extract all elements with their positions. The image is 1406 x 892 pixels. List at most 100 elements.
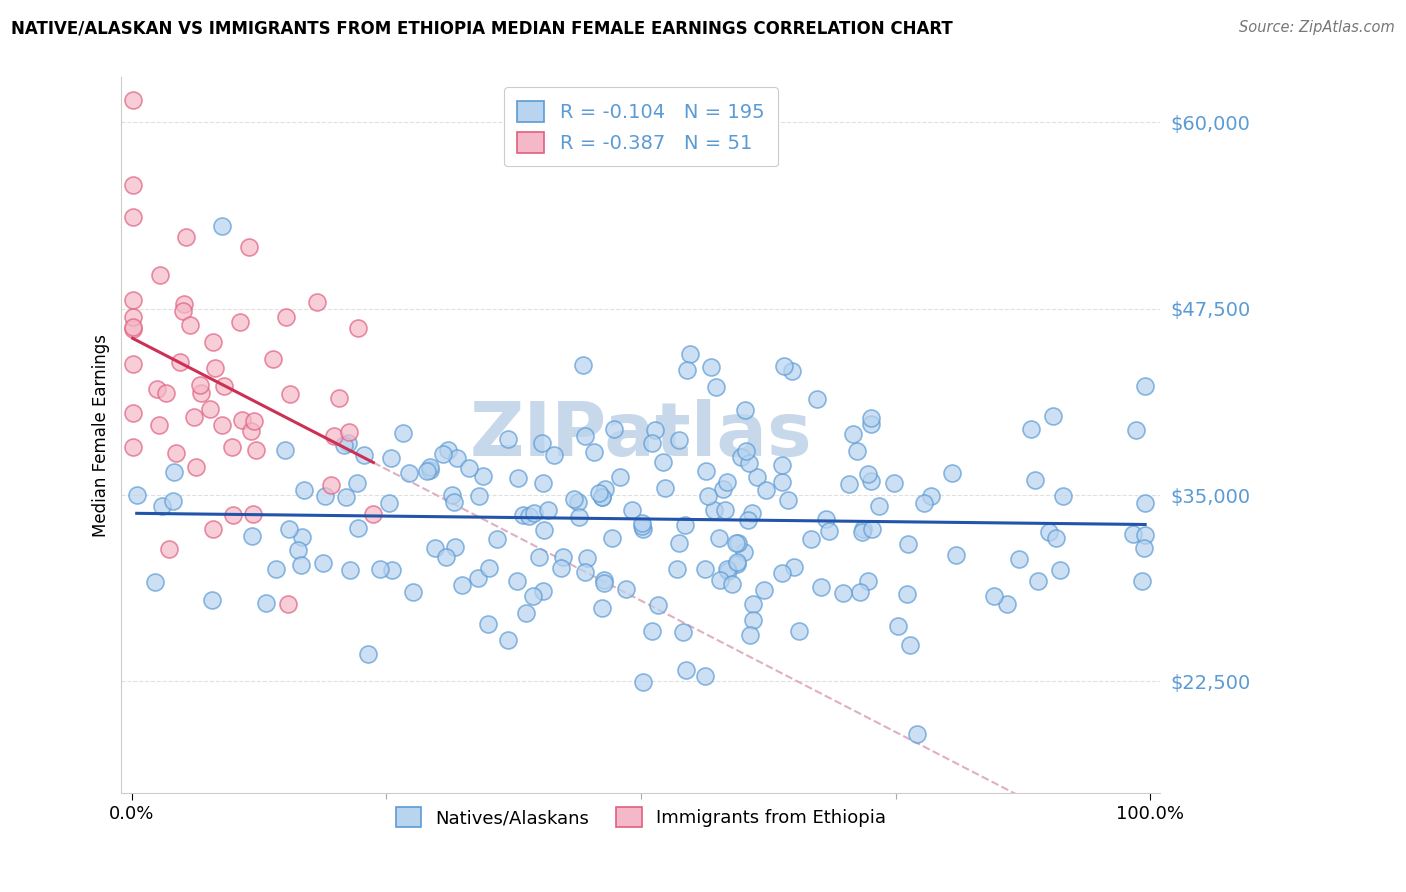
Point [789,624,811,639]
Point [1038,525,1060,540]
Point [651,455,673,469]
Point [336,436,359,450]
Point [852,523,875,537]
Point [832,585,855,599]
Point [173,296,195,310]
Point [571,358,593,372]
Point [143,575,166,590]
Point [641,624,664,638]
Point [695,464,717,478]
Point [693,669,716,683]
Point [121,210,143,224]
Text: ZIPatlas: ZIPatlas [470,399,813,472]
Point [1133,379,1156,393]
Point [725,557,748,571]
Text: Source: ZipAtlas.com: Source: ZipAtlas.com [1239,20,1395,35]
Point [851,525,873,540]
Point [292,483,315,497]
Point [896,587,918,601]
Point [346,475,368,490]
Point [704,380,727,394]
Point [155,385,177,400]
Point [377,496,399,510]
Point [672,625,695,640]
Point [675,664,697,678]
Point [202,335,225,350]
Point [588,486,610,500]
Point [508,471,530,485]
Point [562,492,585,507]
Point [148,418,170,433]
Point [773,359,796,374]
Point [274,310,297,324]
Point [380,450,402,465]
Point [468,489,491,503]
Point [121,357,143,371]
Point [858,574,880,589]
Point [859,410,882,425]
Point [838,476,860,491]
Point [945,549,967,563]
Point [307,295,329,310]
Point [737,513,759,527]
Point [1130,574,1153,588]
Point [322,429,344,443]
Point [668,536,690,550]
Point [443,495,465,509]
Point [1122,527,1144,541]
Point [1024,473,1046,487]
Point [673,517,696,532]
Point [734,443,756,458]
Point [536,503,558,517]
Point [240,424,263,438]
Point [716,562,738,576]
Point [274,443,297,458]
Point [339,563,361,577]
Point [121,322,143,336]
Point [714,502,737,516]
Point [845,443,868,458]
Point [654,481,676,495]
Point [198,402,221,417]
Point [738,628,761,642]
Point [574,429,596,443]
Point [530,436,553,450]
Point [444,540,467,554]
Point [346,321,368,335]
Point [770,566,793,580]
Point [328,391,350,405]
Point [529,550,551,565]
Point [121,440,143,454]
Point [644,423,666,437]
Point [515,606,537,620]
Point [1052,489,1074,503]
Point [416,464,439,478]
Point [517,508,540,523]
Point [582,444,605,458]
Point [815,511,838,525]
Point [859,474,882,488]
Point [543,448,565,462]
Point [368,562,391,576]
Point [614,582,637,597]
Point [631,519,654,533]
Point [1049,563,1071,577]
Point [1125,423,1147,437]
Point [347,520,370,534]
Point [595,482,617,496]
Point [212,379,235,393]
Point [498,632,520,647]
Point [800,532,823,546]
Point [277,597,299,611]
Point [287,542,309,557]
Point [201,593,224,607]
Point [912,496,935,510]
Point [357,648,380,662]
Point [1007,551,1029,566]
Point [162,494,184,508]
Point [1133,527,1156,541]
Point [446,451,468,466]
Point [121,93,143,107]
Text: NATIVE/ALASKAN VS IMMIGRANTS FROM ETHIOPIA MEDIAN FEMALE EARNINGS CORRELATION CH: NATIVE/ALASKAN VS IMMIGRANTS FROM ETHIOP… [11,20,953,37]
Point [432,446,454,460]
